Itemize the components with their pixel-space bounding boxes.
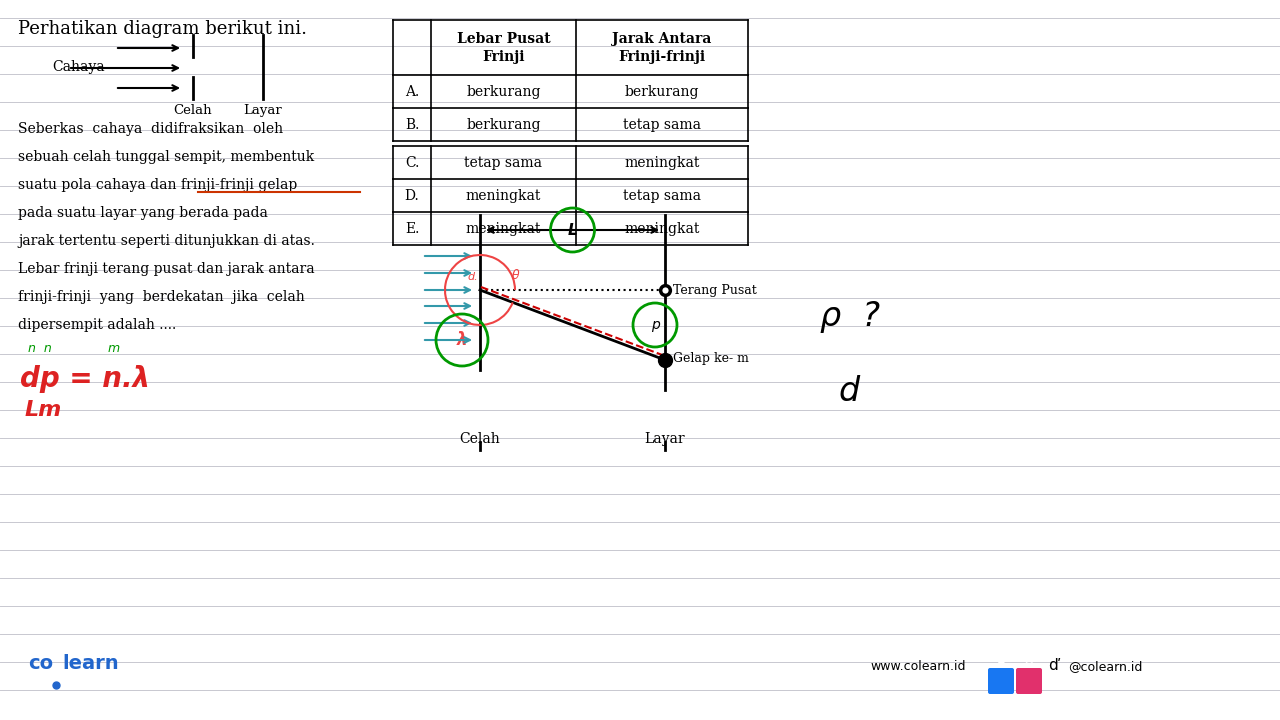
Text: ρ  ?: ρ ? xyxy=(820,300,881,333)
Text: meningkat: meningkat xyxy=(466,189,541,202)
Text: berkurang: berkurang xyxy=(625,84,699,99)
Text: Celah: Celah xyxy=(174,104,212,117)
Text: pada suatu layar yang berada pada: pada suatu layar yang berada pada xyxy=(18,206,268,220)
Text: Celah: Celah xyxy=(460,432,500,446)
Text: jarak tertentu seperti ditunjukkan di atas.: jarak tertentu seperti ditunjukkan di at… xyxy=(18,234,315,248)
Text: ©: © xyxy=(1023,660,1036,673)
FancyBboxPatch shape xyxy=(988,668,1014,694)
Text: λ: λ xyxy=(457,331,467,349)
Text: tetap sama: tetap sama xyxy=(465,156,543,169)
Text: Gelap ke- m: Gelap ke- m xyxy=(673,351,749,364)
Text: tetap sama: tetap sama xyxy=(623,189,701,202)
Text: Seberkas  cahaya  didifraksikan  oleh: Seberkas cahaya didifraksikan oleh xyxy=(18,122,283,136)
Text: meningkat: meningkat xyxy=(625,156,700,169)
Text: Jarak Antara: Jarak Antara xyxy=(612,32,712,45)
Text: meningkat: meningkat xyxy=(466,222,541,235)
Text: frinji-frinji  yang  berdekatan  jika  celah: frinji-frinji yang berdekatan jika celah xyxy=(18,290,305,304)
Text: d.: d. xyxy=(467,272,477,282)
Text: co: co xyxy=(28,654,54,673)
Text: B.: B. xyxy=(404,117,419,132)
Text: ď: ď xyxy=(1048,658,1057,673)
Text: learn: learn xyxy=(61,654,119,673)
Text: sebuah celah tunggal sempit, membentuk: sebuah celah tunggal sempit, membentuk xyxy=(18,150,315,164)
Text: Layar: Layar xyxy=(645,432,685,446)
FancyBboxPatch shape xyxy=(1016,668,1042,694)
Text: p: p xyxy=(650,318,659,332)
Text: berkurang: berkurang xyxy=(466,117,540,132)
Text: dp = n.λ: dp = n.λ xyxy=(20,365,150,393)
Text: Lebar frinji terang pusat dan jarak antara: Lebar frinji terang pusat dan jarak anta… xyxy=(18,262,315,276)
Text: berkurang: berkurang xyxy=(466,84,540,99)
Text: Frinji-frinji: Frinji-frinji xyxy=(618,50,705,63)
Text: A.: A. xyxy=(404,84,419,99)
Text: L: L xyxy=(567,222,577,238)
Text: d: d xyxy=(838,375,859,408)
Text: suatu pola cahaya dan frinji-frinji gelap: suatu pola cahaya dan frinji-frinji gela… xyxy=(18,178,297,192)
Text: Terang Pusat: Terang Pusat xyxy=(673,284,756,297)
Text: Lm: Lm xyxy=(26,400,63,420)
Text: dipersempit adalah ....: dipersempit adalah .... xyxy=(18,318,177,332)
Text: C.: C. xyxy=(404,156,419,169)
Text: tetap sama: tetap sama xyxy=(623,117,701,132)
Text: Lebar Pusat: Lebar Pusat xyxy=(457,32,550,45)
Text: θ: θ xyxy=(512,269,520,282)
Text: Cahaya: Cahaya xyxy=(52,60,105,74)
Text: meningkat: meningkat xyxy=(625,222,700,235)
Text: Layar: Layar xyxy=(243,104,283,117)
Text: @colearn.id: @colearn.id xyxy=(1068,660,1142,673)
Text: E.: E. xyxy=(404,222,419,235)
Text: D.: D. xyxy=(404,189,420,202)
Text: n  n: n n xyxy=(28,342,51,355)
Text: Frinji: Frinji xyxy=(483,50,525,63)
Text: www.colearn.id: www.colearn.id xyxy=(870,660,965,673)
Text: Perhatikan diagram berikut ini.: Perhatikan diagram berikut ini. xyxy=(18,20,307,38)
Text: f: f xyxy=(997,658,1005,673)
Text: m: m xyxy=(108,342,120,355)
